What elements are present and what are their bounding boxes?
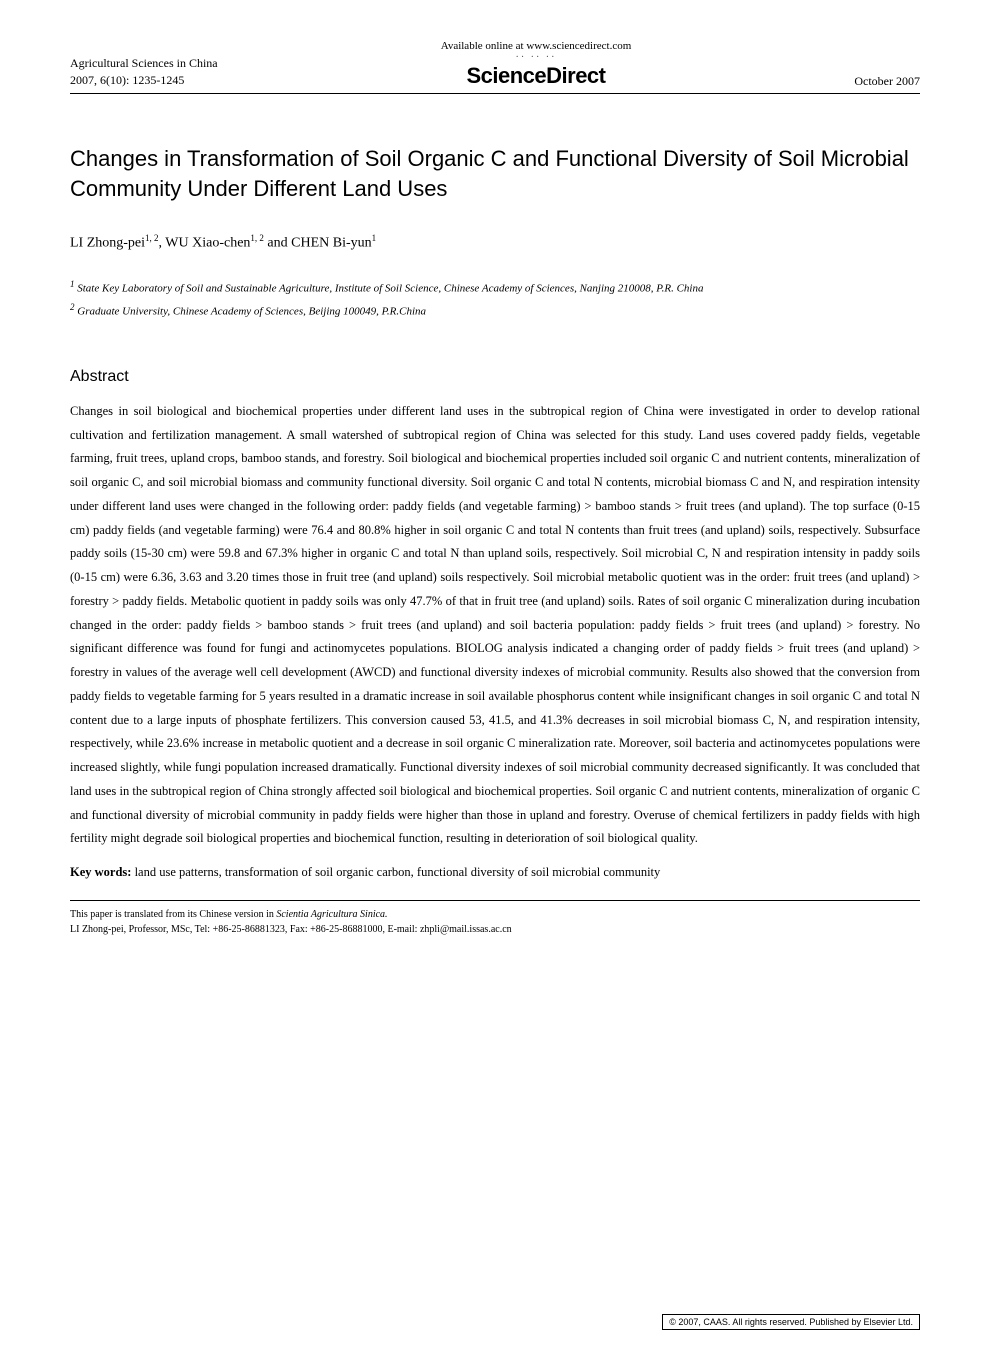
affiliation-text: Graduate University, Chinese Academy of … (75, 306, 427, 318)
corresponding-author: LI Zhong-pei, Professor, MSc, Tel: +86-2… (70, 922, 920, 937)
article-title: Changes in Transformation of Soil Organi… (70, 144, 920, 203)
affiliation-text: State Key Laboratory of Soil and Sustain… (75, 283, 704, 295)
affiliation-line: 1 State Key Laboratory of Soil and Susta… (70, 276, 920, 299)
translation-note-prefix: This paper is translated from its Chines… (70, 909, 276, 920)
keywords-text: land use patterns, transformation of soi… (131, 865, 660, 879)
abstract-heading: Abstract (70, 368, 920, 386)
author-name: CHEN Bi-yun (291, 236, 372, 251)
journal-name: Agricultural Sciences in China (70, 55, 218, 72)
center-header: Available online at www.sciencedirect.co… (441, 40, 632, 89)
keywords-label: Key words: (70, 865, 131, 879)
footer-block: This paper is translated from its Chines… (70, 900, 920, 937)
decorative-dots-icon: ·· ·· ·· (441, 52, 632, 63)
author-name: WU Xiao-chen (165, 236, 250, 251)
translation-note-journal: Scientia Agricultura Sinica. (276, 909, 387, 920)
copyright-notice: © 2007, CAAS. All rights reserved. Publi… (662, 1314, 920, 1330)
journal-issue: 2007, 6(10): 1235-1245 (70, 72, 218, 89)
sciencedirect-logo: ScienceDirect (441, 63, 632, 89)
available-online-text: Available online at www.sciencedirect.co… (441, 40, 632, 52)
author-affiliation-sup: 1 (372, 233, 377, 243)
page-header: Agricultural Sciences in China 2007, 6(1… (70, 40, 920, 94)
affiliation-line: 2 Graduate University, Chinese Academy o… (70, 299, 920, 322)
keywords-line: Key words: land use patterns, transforma… (70, 865, 920, 880)
translation-note: This paper is translated from its Chines… (70, 907, 920, 922)
author-name: LI Zhong-pei (70, 236, 145, 251)
affiliations-block: 1 State Key Laboratory of Soil and Susta… (70, 276, 920, 323)
author-affiliation-sup: 1, 2 (145, 233, 159, 243)
publication-date: October 2007 (854, 74, 920, 89)
journal-info: Agricultural Sciences in China 2007, 6(1… (70, 55, 218, 89)
author-separator: and (264, 236, 291, 251)
author-affiliation-sup: 1, 2 (250, 233, 264, 243)
author-list: LI Zhong-pei1, 2, WU Xiao-chen1, 2 and C… (70, 233, 920, 252)
abstract-body: Changes in soil biological and biochemic… (70, 400, 920, 851)
